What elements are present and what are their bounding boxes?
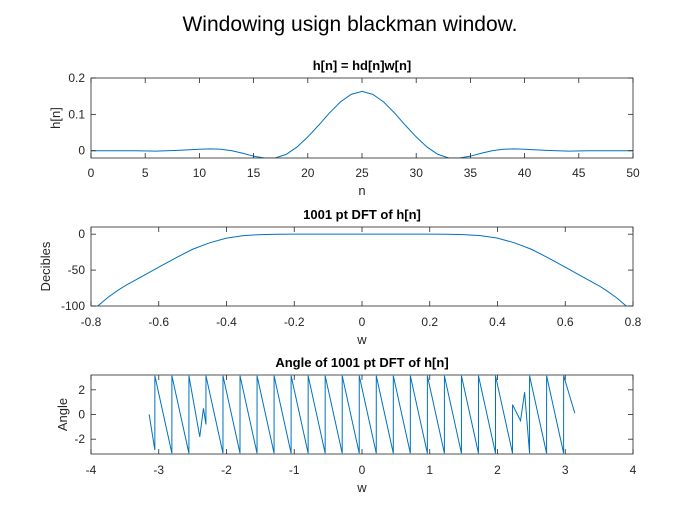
x-tick-label: -1 bbox=[289, 463, 300, 477]
x-tick-label: 45 bbox=[572, 166, 586, 180]
x-tick-label: -2 bbox=[221, 463, 232, 477]
x-axis-label: w bbox=[356, 480, 367, 495]
x-tick-label: 35 bbox=[464, 166, 478, 180]
x-tick-label: 30 bbox=[410, 166, 424, 180]
x-tick-label: 1 bbox=[426, 463, 433, 477]
x-tick-label: -0.6 bbox=[148, 315, 169, 329]
subplot-title: h[n] = hd[n]w[n] bbox=[313, 58, 412, 73]
y-tick-label: 0 bbox=[78, 227, 85, 241]
x-tick-label: 0 bbox=[359, 315, 366, 329]
series-line bbox=[91, 90, 633, 158]
x-tick-label: 0.2 bbox=[421, 315, 438, 329]
x-tick-label: -0.8 bbox=[81, 315, 102, 329]
x-tick-label: -0.4 bbox=[216, 315, 237, 329]
x-tick-label: 0 bbox=[359, 463, 366, 477]
y-tick-label: 2 bbox=[78, 383, 85, 397]
y-axis-label: h[n] bbox=[48, 107, 63, 129]
series-line bbox=[148, 375, 576, 454]
subplot-3: -4 -3 -2 -1 0 1 2 3 4 -2 0 2 Angle of 1001 pt DFT of… bbox=[55, 355, 637, 495]
x-tick-label: 20 bbox=[301, 166, 315, 180]
x-tick-label: 5 bbox=[142, 166, 149, 180]
subplot-1: 0 5 10 15 20 25 30 35 40 45 50 0 0.1 0.2 h[n] = hd[n]w… bbox=[48, 58, 640, 198]
x-axis-label: n bbox=[358, 183, 365, 198]
x-tick-label: 3 bbox=[562, 463, 569, 477]
x-tick-label: 2 bbox=[494, 463, 501, 477]
y-tick-label: 0 bbox=[78, 144, 85, 158]
x-tick-label: 0 bbox=[88, 166, 95, 180]
x-tick-label: -3 bbox=[153, 463, 164, 477]
y-tick-label: 0.1 bbox=[68, 107, 85, 121]
subplot-2: -0.8 -0.6 -0.4 -0.2 0 0.2 0.4 0.6 0.8 -100 -50 0 100… bbox=[38, 207, 642, 347]
y-tick-label: -2 bbox=[74, 432, 85, 446]
y-axis-label: Decibles bbox=[38, 241, 53, 291]
x-tick-label: 0.6 bbox=[557, 315, 574, 329]
x-tick-label: 40 bbox=[518, 166, 532, 180]
x-tick-label: 0.4 bbox=[489, 315, 506, 329]
x-tick-label: 50 bbox=[626, 166, 640, 180]
series-line bbox=[97, 233, 627, 306]
x-tick-label: 10 bbox=[193, 166, 207, 180]
x-tick-label: 25 bbox=[355, 166, 369, 180]
y-tick-label: -100 bbox=[61, 299, 85, 313]
x-tick-label: -0.2 bbox=[284, 315, 305, 329]
y-tick-label: 0.2 bbox=[68, 71, 85, 85]
x-tick-label: -4 bbox=[86, 463, 97, 477]
y-tick-label: -50 bbox=[68, 263, 86, 277]
x-tick-label: 0.8 bbox=[625, 315, 642, 329]
y-tick-label: 0 bbox=[78, 408, 85, 422]
x-tick-label: 4 bbox=[630, 463, 637, 477]
subplot-title: 1001 pt DFT of h[n] bbox=[303, 207, 421, 222]
subplot-title: Angle of 1001 pt DFT of h[n] bbox=[275, 355, 448, 370]
x-axis-label: w bbox=[356, 332, 367, 347]
figure-suptitle: Windowing usign blackman window. bbox=[182, 13, 517, 36]
x-tick-label: 15 bbox=[247, 166, 261, 180]
y-axis-label: Angle bbox=[55, 398, 70, 431]
